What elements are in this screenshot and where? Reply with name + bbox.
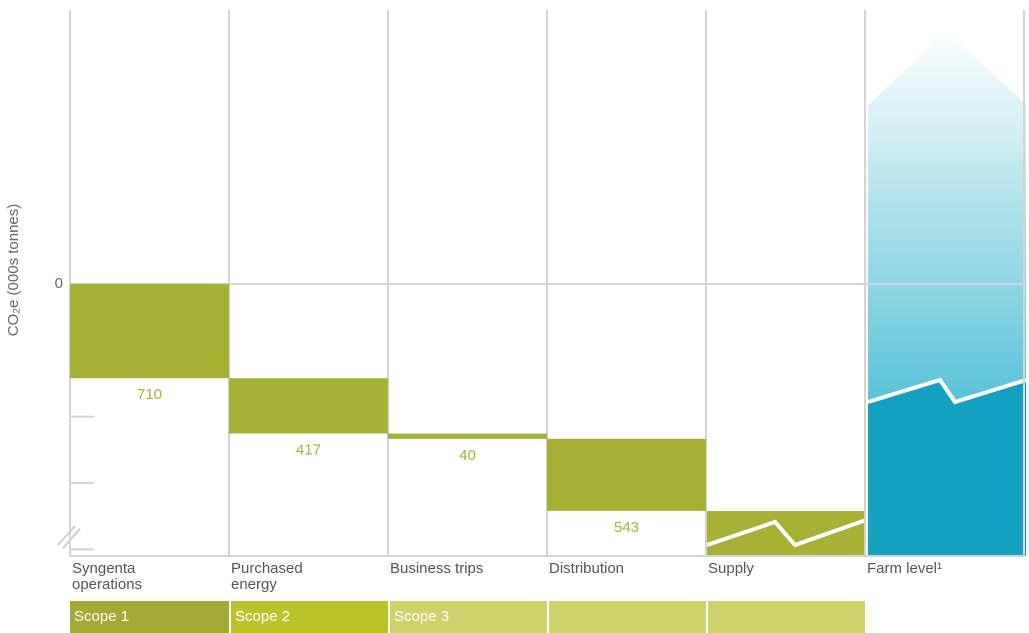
farm-arrow bbox=[867, 30, 1027, 556]
y-tick-label: 0 bbox=[55, 275, 63, 292]
x-tick-label: Farm level¹ bbox=[867, 560, 943, 577]
bar bbox=[229, 378, 388, 434]
bar bbox=[388, 433, 547, 439]
y-axis-label: CO₂e (000s tonnes) bbox=[5, 204, 22, 337]
scope-band bbox=[549, 601, 706, 633]
scope-band: Scope 3 bbox=[390, 601, 547, 633]
value-label: 710 bbox=[137, 386, 162, 403]
value-label: 543 bbox=[614, 519, 639, 536]
value-label: 417 bbox=[296, 442, 321, 459]
x-tick-label: Purchased energy bbox=[231, 560, 303, 593]
axis-break bbox=[57, 525, 81, 549]
scope-band: Scope 2 bbox=[231, 601, 388, 633]
scope-label: Scope 3 bbox=[394, 608, 450, 625]
supply-bar bbox=[706, 511, 867, 556]
x-tick-label: Syngenta operations bbox=[72, 560, 143, 593]
x-tick-label: Supply bbox=[708, 560, 754, 577]
scope-label: Scope 1 bbox=[74, 608, 130, 625]
value-label: 40 bbox=[459, 447, 476, 464]
scope-band bbox=[708, 601, 865, 633]
x-tick-label: Business trips bbox=[390, 560, 484, 577]
scope-label: Scope 2 bbox=[235, 608, 291, 625]
scope-band: Scope 1 bbox=[70, 601, 229, 633]
x-tick-label: Distribution bbox=[549, 560, 625, 577]
bar bbox=[547, 438, 706, 511]
bar bbox=[70, 284, 229, 379]
